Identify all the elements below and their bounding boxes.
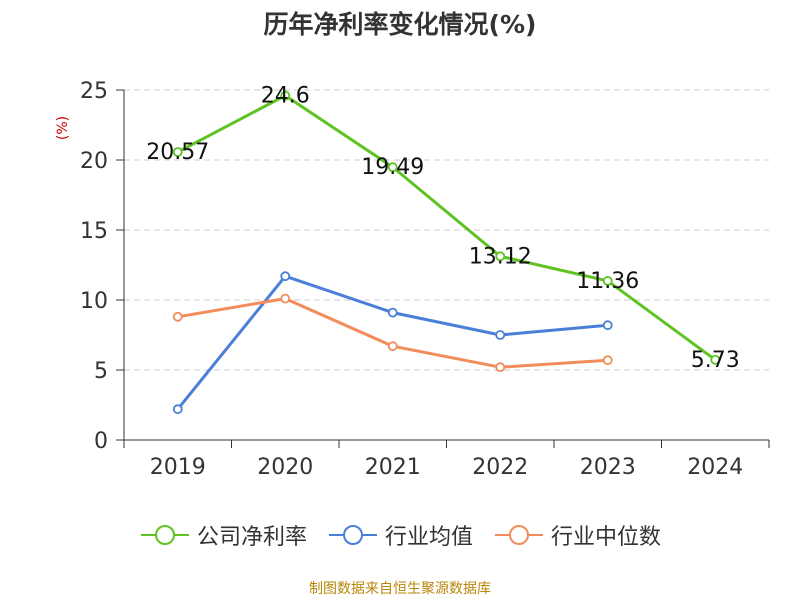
series-lines	[172, 90, 721, 415]
data-labels: 20.57 24.6 19.49 13.12 11.36 5.73	[146, 84, 739, 373]
chart-legend: 公司净利率 行业均值 行业中位数	[0, 519, 800, 551]
data-point	[280, 293, 291, 304]
data-point	[387, 307, 398, 318]
series-line	[177, 94, 717, 361]
data-label: 11.36	[576, 269, 639, 294]
data-point	[495, 251, 506, 262]
legend-item: 行业均值	[327, 519, 473, 551]
x-tick-label: 2020	[257, 455, 313, 480]
legend-label: 公司净利率	[196, 525, 307, 550]
x-tick-label: 2022	[472, 455, 528, 480]
data-point	[172, 404, 183, 415]
legend-item: 行业中位数	[493, 519, 661, 551]
data-point	[172, 311, 183, 322]
y-tick-label: 0	[94, 429, 108, 454]
data-point	[495, 330, 506, 340]
legend-swatch-icon	[495, 525, 543, 545]
data-label: 5.73	[691, 348, 740, 373]
data-point	[280, 271, 291, 282]
data-label: 20.57	[146, 140, 209, 165]
data-point	[602, 320, 613, 331]
x-tick-label: 2021	[365, 455, 421, 480]
y-tick-label: 5	[94, 359, 108, 384]
data-point	[387, 162, 398, 173]
data-point	[602, 276, 613, 286]
x-tick-label: 2024	[687, 455, 743, 480]
data-point	[495, 362, 506, 373]
x-tick-label: 2019	[150, 455, 206, 480]
x-tick-label: 2023	[580, 455, 636, 480]
grid-lines	[124, 89, 769, 371]
data-point	[172, 147, 183, 157]
legend-label: 行业均值	[384, 525, 473, 550]
y-axis-unit: (%)	[55, 116, 71, 140]
data-label: 13.12	[469, 244, 532, 269]
data-point	[602, 355, 613, 366]
legend-item: 公司净利率	[139, 519, 307, 551]
y-tick-label: 20	[80, 149, 108, 174]
legend-swatch-icon	[140, 525, 189, 545]
axes: 0 5 10 15 20 25 2019 2020 2021 2022 2023 2024	[80, 79, 770, 480]
data-source-note: 制图数据来自恒生聚源数据库	[309, 581, 491, 597]
data-label: 24.6	[261, 84, 310, 109]
y-tick-label: 10	[80, 289, 108, 314]
y-tick-label: 15	[80, 219, 108, 244]
chart-title: 历年净利率变化情况(%)	[263, 10, 537, 39]
data-point	[387, 341, 398, 352]
data-label: 19.49	[361, 155, 424, 180]
data-point	[710, 354, 721, 365]
legend-swatch-icon	[328, 525, 377, 545]
y-tick-label: 25	[80, 79, 108, 104]
legend-label: 行业中位数	[551, 525, 662, 550]
data-point	[280, 90, 291, 101]
